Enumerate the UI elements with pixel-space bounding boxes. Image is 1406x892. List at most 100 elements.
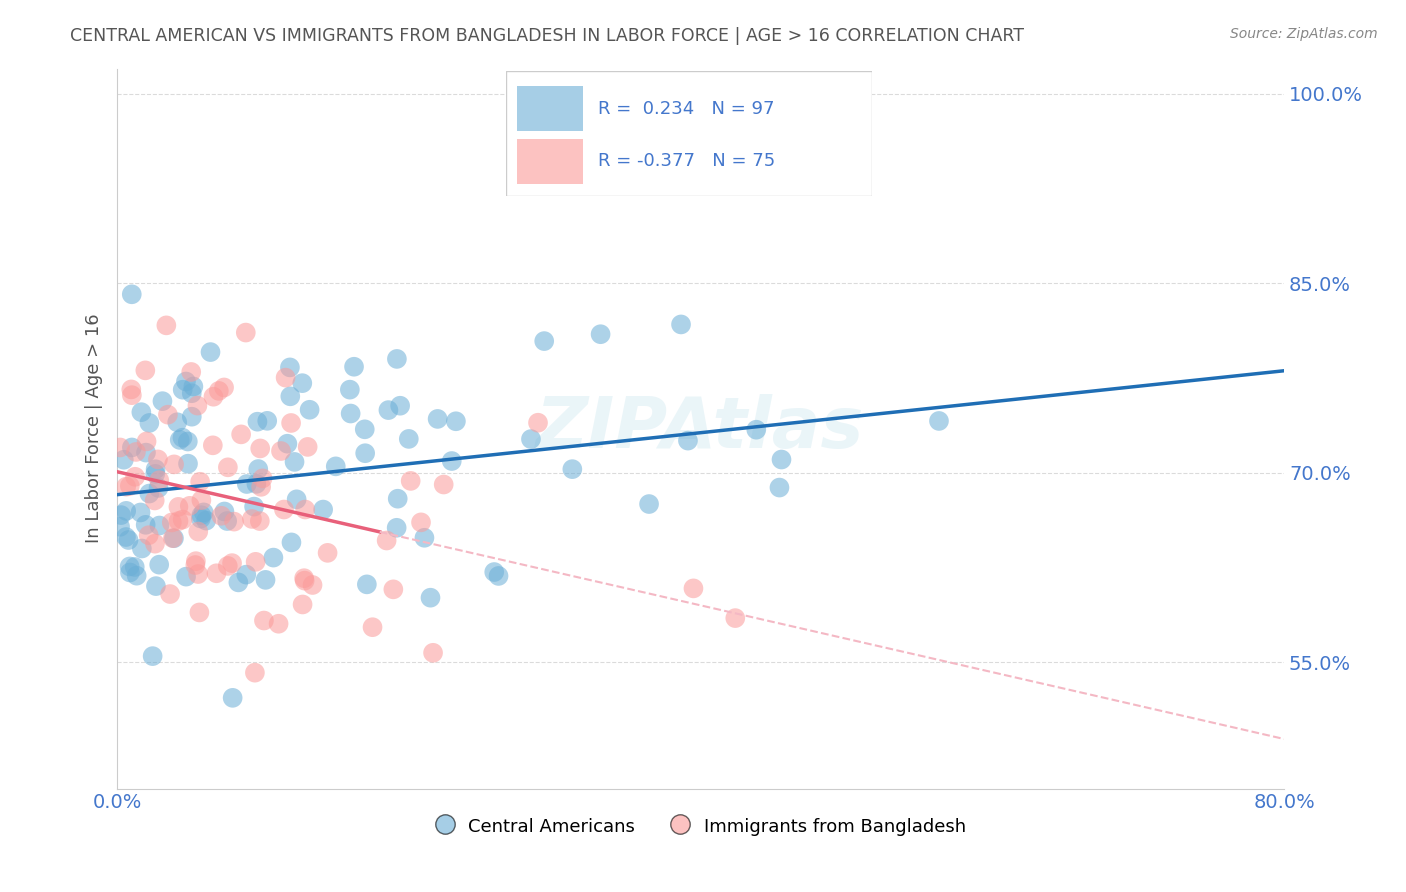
Point: [172, 383, 194, 397]
Point: [118, 566, 141, 580]
Point: [217, 514, 239, 528]
Point: [433, 477, 456, 491]
Point: [294, 502, 316, 516]
Point: [145, 579, 167, 593]
Point: [676, 434, 699, 448]
Point: [561, 462, 583, 476]
Point: [190, 511, 212, 525]
Point: [120, 383, 142, 397]
Text: ZIPAtlas: ZIPAtlas: [536, 394, 865, 463]
Point: [138, 528, 160, 542]
Point: [270, 444, 292, 458]
Point: [385, 521, 408, 535]
Point: [217, 558, 239, 573]
Point: [520, 432, 543, 446]
Point: [385, 351, 408, 366]
Point: [162, 531, 184, 545]
Point: [222, 515, 245, 529]
Point: [163, 531, 186, 545]
Point: [389, 399, 412, 413]
Point: [148, 481, 170, 495]
Point: [250, 480, 273, 494]
Point: [221, 690, 243, 705]
Point: [160, 516, 183, 530]
Point: [249, 514, 271, 528]
Point: [146, 452, 169, 467]
Point: [291, 376, 314, 391]
Point: [444, 414, 467, 428]
Point: [156, 408, 179, 422]
Point: [202, 390, 225, 404]
Point: [131, 405, 153, 419]
Y-axis label: In Labor Force | Age > 16: In Labor Force | Age > 16: [86, 314, 103, 543]
Point: [184, 558, 207, 572]
Point: [190, 508, 212, 523]
Point: [253, 614, 276, 628]
Point: [770, 452, 793, 467]
Point: [118, 559, 141, 574]
Point: [409, 516, 432, 530]
Point: [135, 445, 157, 459]
Point: [129, 506, 152, 520]
Point: [159, 587, 181, 601]
Point: [134, 363, 156, 377]
Point: [142, 649, 165, 664]
Text: R = -0.377   N = 75: R = -0.377 N = 75: [598, 153, 775, 170]
Point: [180, 365, 202, 379]
Point: [235, 326, 257, 340]
Point: [312, 502, 335, 516]
Point: [527, 416, 550, 430]
Point: [200, 345, 222, 359]
Point: [285, 492, 308, 507]
Text: Source: ZipAtlas.com: Source: ZipAtlas.com: [1230, 27, 1378, 41]
Point: [387, 491, 409, 506]
Point: [188, 606, 211, 620]
Point: [124, 560, 146, 574]
Point: [267, 616, 290, 631]
Point: [177, 434, 200, 449]
Point: [201, 438, 224, 452]
Point: [356, 577, 378, 591]
Point: [166, 415, 188, 429]
Point: [193, 505, 215, 519]
Point: [174, 375, 197, 389]
Point: [138, 486, 160, 500]
Point: [205, 566, 228, 581]
Point: [280, 416, 302, 430]
Point: [426, 412, 449, 426]
Point: [533, 334, 555, 348]
Point: [179, 499, 201, 513]
Point: [208, 384, 231, 398]
Point: [339, 383, 361, 397]
Point: [274, 370, 297, 384]
Point: [928, 414, 950, 428]
Point: [280, 535, 302, 549]
Point: [209, 508, 232, 523]
Legend: Central Americans, Immigrants from Bangladesh: Central Americans, Immigrants from Bangl…: [429, 808, 973, 845]
Point: [131, 541, 153, 556]
Point: [298, 402, 321, 417]
Point: [188, 475, 211, 489]
Point: [148, 473, 170, 487]
Point: [135, 517, 157, 532]
Point: [125, 568, 148, 582]
Point: [249, 442, 271, 456]
Point: [419, 591, 441, 605]
Point: [108, 441, 131, 455]
Point: [589, 327, 612, 342]
Point: [138, 416, 160, 430]
Point: [221, 556, 243, 570]
Point: [174, 569, 197, 583]
Point: [243, 500, 266, 514]
Point: [240, 512, 263, 526]
Point: [115, 480, 138, 494]
FancyBboxPatch shape: [517, 87, 583, 131]
Point: [375, 533, 398, 548]
Point: [118, 479, 141, 493]
Point: [183, 379, 205, 393]
Point: [121, 287, 143, 301]
Point: [745, 423, 768, 437]
Point: [256, 414, 278, 428]
Point: [143, 493, 166, 508]
Point: [180, 409, 202, 424]
